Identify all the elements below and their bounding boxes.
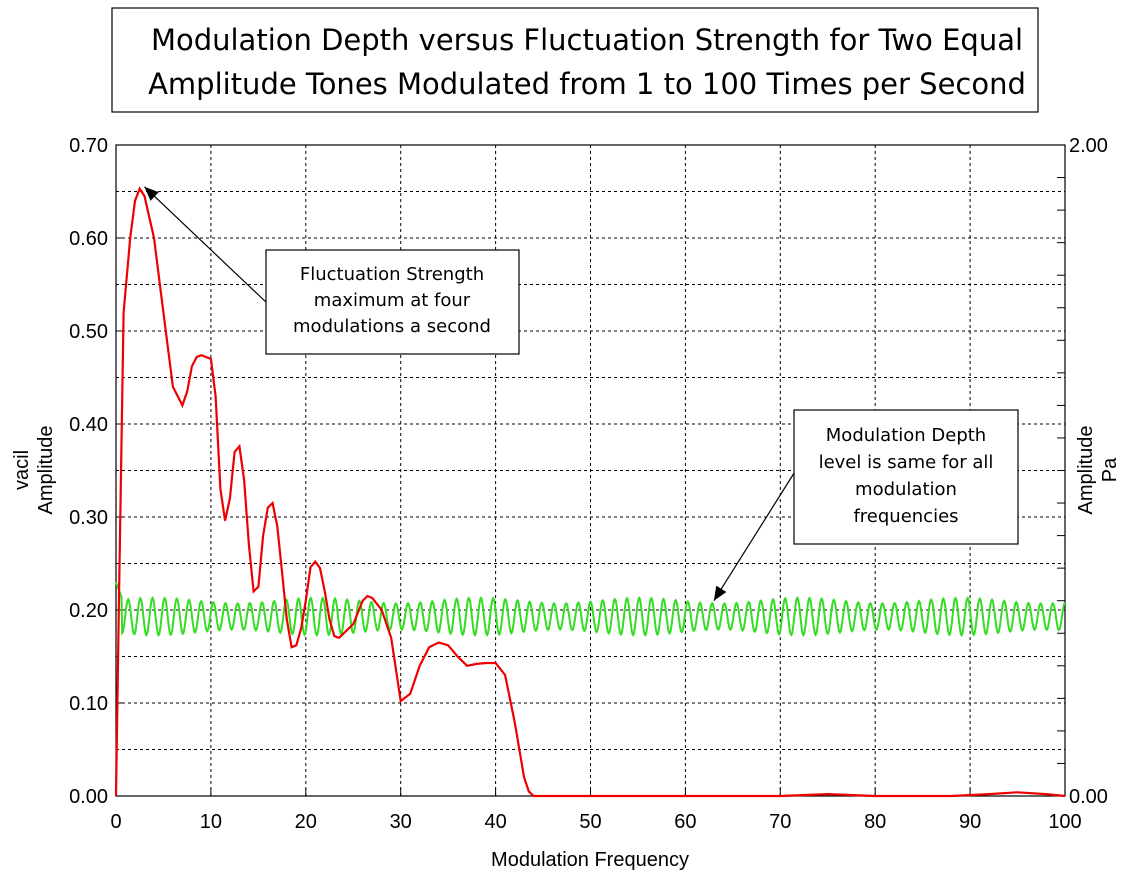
y-tick-label-left: 0.30 bbox=[69, 507, 108, 529]
x-tick-label: 100 bbox=[1048, 811, 1081, 833]
title-line-2: Amplitude Tones Modulated from 1 to 100 … bbox=[148, 67, 1026, 101]
series-line-fluctuation-strength bbox=[114, 186, 1066, 798]
y-axis-label-right-line-2: Pa bbox=[1099, 457, 1121, 482]
y-axis-label-left: vacil Amplitude bbox=[11, 426, 57, 515]
y-tick-label-left: 0.50 bbox=[69, 321, 108, 343]
y-tick-labels-left: 0.00 0.10 0.20 0.30 0.40 0.50 0.60 0.70 bbox=[69, 135, 108, 808]
annotation-2-line-1: Modulation Depth bbox=[826, 425, 986, 446]
x-axis-label: Modulation Frequency bbox=[491, 849, 689, 871]
x-tick-label: 80 bbox=[864, 811, 886, 833]
y-tick-label-right: 0.00 bbox=[1069, 786, 1108, 808]
title-box bbox=[111, 7, 1039, 113]
annotation-2-line-2: level is same for all bbox=[819, 452, 994, 473]
annotation-arrow-1 bbox=[144, 186, 269, 305]
annotation-box-1 bbox=[265, 249, 520, 355]
y-axis-label-right-line-1: Amplitude bbox=[1075, 426, 1097, 515]
x-tick-label: 20 bbox=[295, 811, 317, 833]
x-tick-label: 10 bbox=[200, 811, 222, 833]
annotation-2-line-3: modulation bbox=[855, 479, 957, 500]
y-tick-label-left: 0.40 bbox=[69, 414, 108, 436]
annotation-arrow-2 bbox=[713, 469, 797, 602]
x-tick-label: 60 bbox=[674, 811, 696, 833]
y-tick-label-right: 2.00 bbox=[1069, 135, 1108, 157]
series-line-modulation-depth bbox=[115, 581, 1066, 637]
chart-title: Modulation Depth versus Fluctuation Stre… bbox=[111, 7, 1039, 113]
y-tick-label-left: 0.00 bbox=[69, 786, 108, 808]
y-tick-labels-right: 0.00 2.00 bbox=[1069, 135, 1108, 808]
y-axis-label-left-line-1: vacil bbox=[11, 450, 33, 490]
annotation-box-2 bbox=[793, 409, 1019, 545]
annotation-1-line-1: Fluctuation Strength bbox=[300, 264, 484, 285]
y-tick-label-left: 0.70 bbox=[69, 135, 108, 157]
annotation-2-line-4: frequencies bbox=[853, 506, 958, 527]
x-tick-label: 30 bbox=[390, 811, 412, 833]
x-tick-label: 90 bbox=[959, 811, 981, 833]
y-tick-label-left: 0.10 bbox=[69, 693, 108, 715]
x-tick-label: 70 bbox=[769, 811, 791, 833]
y-axis-label-right: Amplitude Pa bbox=[1075, 426, 1121, 515]
y-tick-label-left: 0.60 bbox=[69, 228, 108, 250]
annotation-modulation-depth: Modulation Depth level is same for all m… bbox=[713, 409, 1019, 602]
x-tick-labels: 0 10 20 30 40 50 60 70 80 90 100 bbox=[110, 811, 1081, 833]
annotation-arrowhead-1 bbox=[144, 186, 159, 201]
annotation-fluctuation-strength: Fluctuation Strength maximum at four mod… bbox=[144, 186, 520, 355]
title-line-1: Modulation Depth versus Fluctuation Stre… bbox=[151, 23, 1023, 57]
x-tick-label: 0 bbox=[110, 811, 121, 833]
annotation-arrowhead-2 bbox=[713, 585, 727, 601]
annotation-1-line-3: modulations a second bbox=[293, 316, 491, 337]
x-tick-label: 50 bbox=[579, 811, 601, 833]
y-axis-label-left-line-2: Amplitude bbox=[35, 426, 57, 515]
y-tick-label-left: 0.20 bbox=[69, 600, 108, 622]
x-tick-label: 40 bbox=[484, 811, 506, 833]
annotation-1-line-2: maximum at four bbox=[314, 290, 471, 311]
